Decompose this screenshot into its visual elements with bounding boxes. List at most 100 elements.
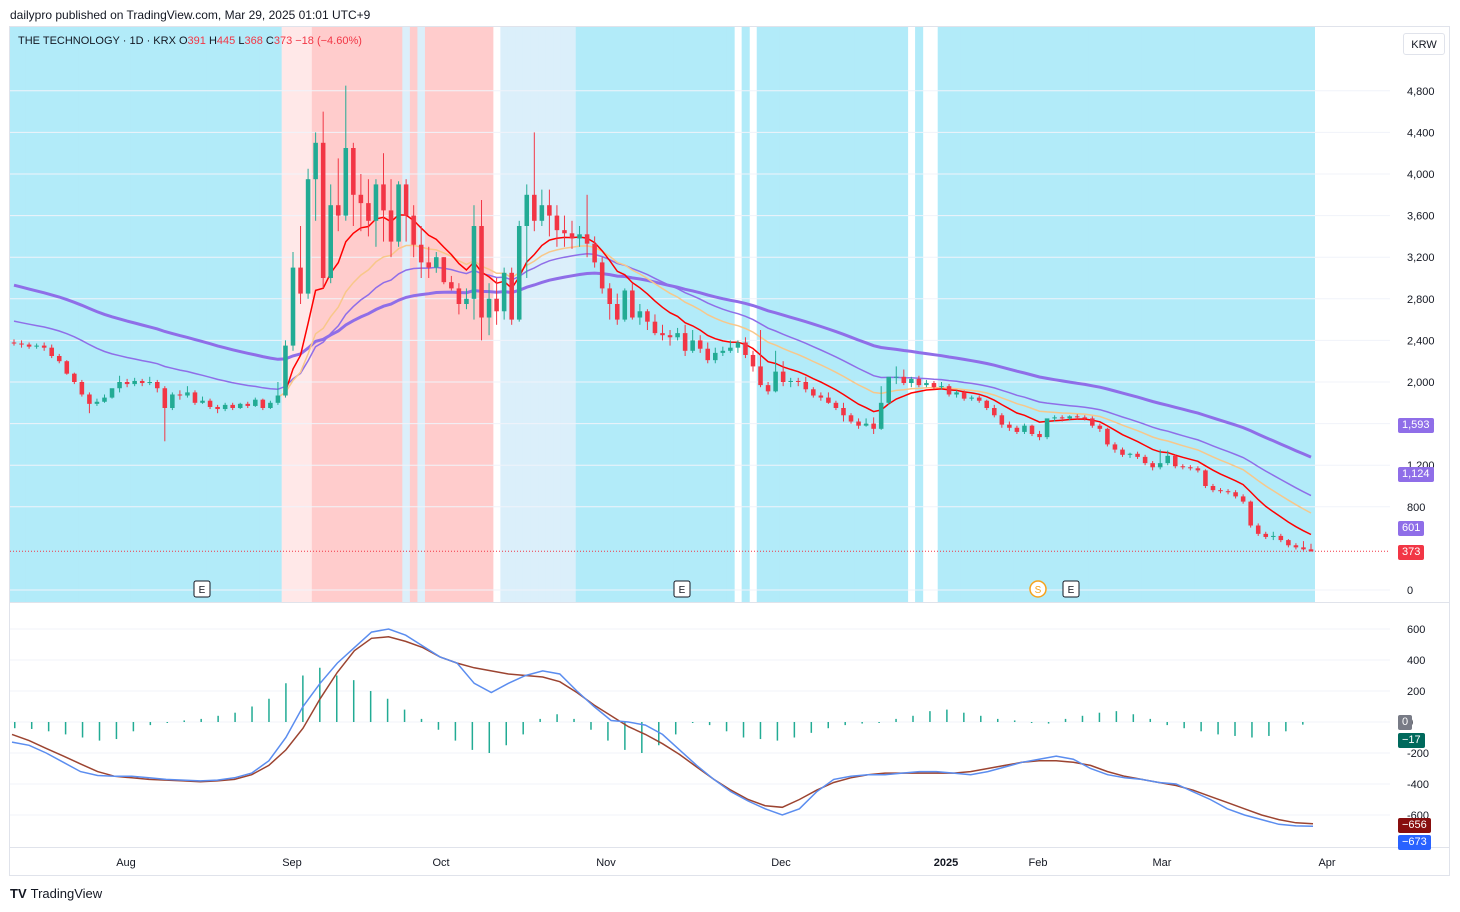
time-axis-tick-label: Mar (1153, 857, 1172, 869)
background-zone (666, 27, 675, 602)
candle-body (577, 234, 582, 239)
candle-body (743, 342, 748, 355)
macd-histogram-bar (674, 722, 677, 735)
candle-body (471, 226, 477, 299)
background-zone (1261, 27, 1271, 602)
macd-histogram-bar (132, 722, 135, 732)
background-zone (379, 27, 388, 602)
candle-body (637, 311, 643, 318)
macd-histogram-bar (437, 722, 440, 730)
background-zone (975, 27, 984, 602)
time-axis-tick-label: Nov (596, 857, 616, 869)
background-zone (1231, 27, 1240, 602)
macd-histogram-bar (81, 722, 84, 738)
macd-value-badge: −673 (1398, 835, 1431, 850)
background-zone (824, 27, 833, 602)
tradingview-logo[interactable]: TV TradingView (10, 886, 102, 901)
candle-body (1074, 416, 1080, 418)
tradingview-logo-mark: TV (10, 886, 27, 901)
candle-body (1120, 449, 1125, 455)
background-zone (357, 27, 366, 602)
candle-body (1248, 501, 1253, 526)
macd-histogram-bar (1217, 722, 1219, 735)
candle-body (501, 272, 507, 312)
orange-moving-average-line (277, 244, 1312, 514)
background-zone (281, 27, 290, 602)
candle-body (275, 395, 281, 403)
candle-body (411, 215, 416, 245)
price-badge: 1,593 (1398, 418, 1434, 433)
background-zone (191, 27, 200, 602)
candle-body (969, 397, 974, 399)
background-zone (168, 27, 177, 602)
candle-body (449, 282, 454, 289)
macd-histogram-bar (1047, 722, 1050, 724)
mid-moving-average-line (13, 253, 1312, 497)
candle-body (117, 382, 122, 389)
candle-body (713, 352, 718, 361)
candle-body (351, 148, 356, 195)
background-zone (1043, 27, 1052, 602)
background-zone (583, 27, 592, 602)
background-zone (93, 27, 102, 602)
candle-body (939, 386, 944, 388)
candle-body (328, 205, 333, 278)
background-zone (832, 27, 841, 602)
candle-body (268, 402, 273, 408)
candle-body (170, 394, 175, 408)
background-zone (1103, 27, 1112, 602)
candle-body (660, 333, 665, 336)
close-label: C (265, 35, 274, 47)
background-zone (1194, 27, 1203, 602)
macd-histogram-bar (658, 722, 660, 746)
macd-histogram-bar (539, 718, 541, 722)
background-zone (17, 27, 26, 602)
background-zone (1073, 27, 1082, 602)
candle-body (1037, 434, 1042, 438)
macd-axis-tick-label: 200 (1407, 686, 1425, 698)
candle-body (1097, 425, 1103, 429)
low-label: L (238, 35, 245, 47)
moving-averages (13, 214, 1312, 536)
currency-button[interactable]: KRW (1403, 33, 1445, 55)
background-zone (1179, 27, 1188, 602)
macd-histogram-bar (336, 675, 338, 722)
earnings-marker-label: E (679, 585, 686, 596)
candle-body (1293, 545, 1299, 548)
close-value: 373 (273, 35, 293, 47)
candle-body (976, 397, 982, 401)
macd-histogram-bar (14, 722, 16, 729)
candles (11, 85, 1314, 552)
background-zone (447, 27, 456, 602)
low-value: 368 (244, 35, 263, 47)
background-zone (1005, 27, 1014, 602)
background-zone (462, 27, 471, 602)
candle-body (79, 382, 85, 395)
candle-body (1233, 492, 1238, 497)
macd-histogram-bar (420, 718, 423, 722)
candle-body (1157, 463, 1163, 468)
candle-body (479, 226, 484, 318)
candle-body (147, 382, 153, 384)
background-zone (1133, 27, 1142, 602)
background-zone (877, 27, 886, 602)
background-zone (296, 27, 305, 602)
candle-body (34, 345, 39, 347)
macd-histogram-bar (1132, 714, 1135, 722)
background-zone (696, 27, 705, 602)
candle-body (1240, 496, 1246, 502)
macd-histogram-bar (912, 715, 914, 722)
candle-body (177, 394, 183, 396)
background-zone (1299, 27, 1308, 602)
background-zone (892, 27, 901, 602)
macd-histogram-bar (844, 722, 846, 726)
background-zone (236, 27, 245, 602)
macd-histogram-bar (573, 718, 575, 722)
candle-body (893, 376, 899, 378)
background-zone (10, 27, 19, 602)
macd-histogram-bar (319, 667, 321, 722)
background-zone (658, 27, 667, 602)
background-zone (1216, 27, 1225, 602)
candle-body (788, 380, 793, 382)
